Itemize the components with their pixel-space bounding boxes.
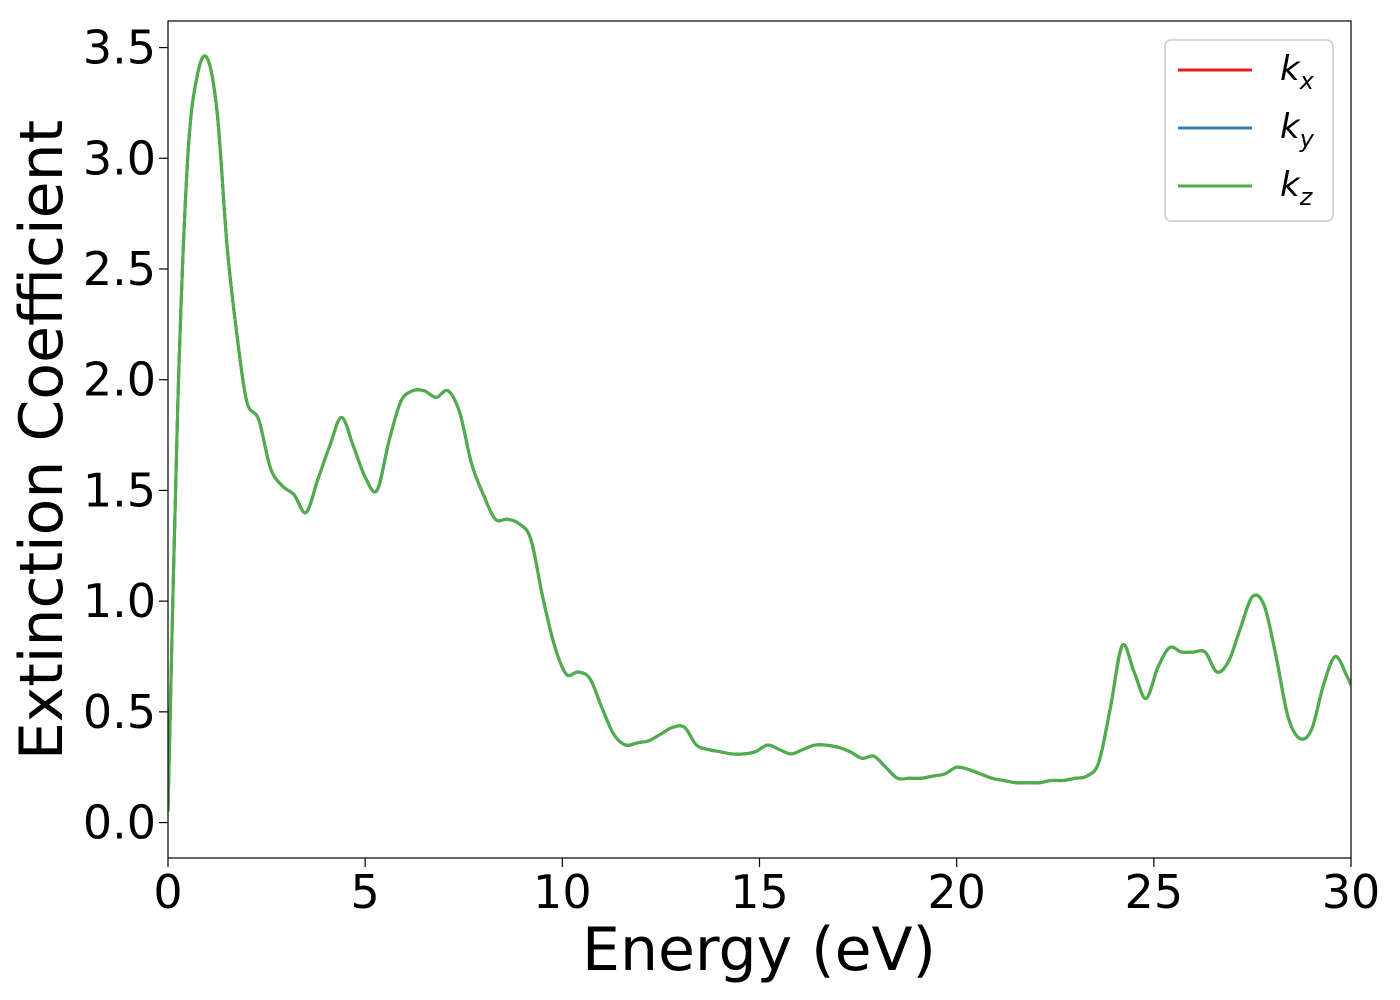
x-tick-label: 10 (533, 865, 592, 919)
x-axis-title: Energy (eV) (582, 915, 936, 985)
legend-label-kx: kx (1280, 49, 1315, 95)
y-tick-label: 2.0 (83, 353, 156, 407)
plot-content (168, 54, 1351, 812)
x-tick-label: 15 (730, 865, 789, 919)
y-tick-label: 2.5 (83, 242, 156, 296)
x-tick-label: 30 (1322, 865, 1381, 919)
y-tick-label: 1.0 (83, 574, 156, 628)
legend-label-ky: ky (1280, 107, 1315, 153)
y-tick-label: 0.0 (83, 796, 156, 850)
legend: kx ky kz (1164, 39, 1334, 222)
x-tick-label: 20 (927, 865, 986, 919)
y-tick-label: 1.5 (83, 463, 156, 517)
y-tick-label: 0.5 (83, 685, 156, 739)
legend-label-kz: kz (1280, 165, 1314, 211)
y-tick-label: 3.5 (83, 21, 156, 75)
y-tick-label: 3.0 (83, 131, 156, 185)
y-axis-title: Extinction Coefficient (7, 120, 77, 760)
x-tick-label: 25 (1125, 865, 1184, 919)
x-tick-label: 5 (351, 865, 380, 919)
legend-box (1164, 39, 1334, 222)
axis-ticks: 0 5 10 15 20 25 30 0.0 0.5 1.0 1.5 2.0 2.5 3.0 3.5 (83, 21, 1380, 919)
series-line-kz (168, 54, 1351, 812)
x-tick-label: 0 (153, 865, 182, 919)
